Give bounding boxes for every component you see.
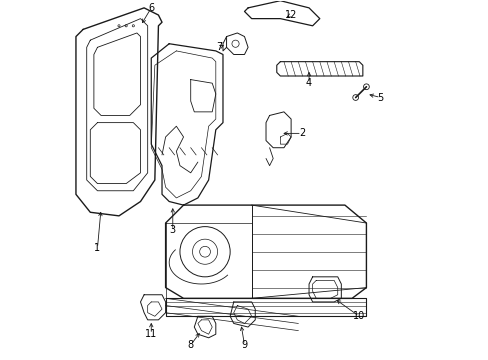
- Polygon shape: [226, 33, 247, 54]
- Polygon shape: [165, 298, 366, 316]
- Text: 1: 1: [94, 243, 101, 253]
- Text: 2: 2: [298, 129, 305, 138]
- Text: 6: 6: [148, 3, 154, 13]
- Polygon shape: [276, 62, 362, 76]
- Polygon shape: [151, 44, 223, 205]
- Text: 3: 3: [169, 225, 176, 235]
- Text: 4: 4: [305, 78, 311, 88]
- Polygon shape: [265, 112, 290, 148]
- Text: 7: 7: [216, 42, 222, 52]
- Polygon shape: [230, 302, 255, 327]
- Text: 8: 8: [187, 340, 193, 350]
- Polygon shape: [244, 1, 319, 26]
- Polygon shape: [76, 8, 162, 216]
- Polygon shape: [140, 295, 165, 320]
- Text: 11: 11: [145, 329, 157, 339]
- Text: 10: 10: [352, 311, 365, 321]
- Polygon shape: [194, 316, 215, 338]
- Polygon shape: [308, 277, 341, 302]
- Text: 5: 5: [377, 93, 383, 103]
- Text: 12: 12: [285, 10, 297, 20]
- Text: 9: 9: [241, 340, 247, 350]
- Polygon shape: [165, 205, 366, 298]
